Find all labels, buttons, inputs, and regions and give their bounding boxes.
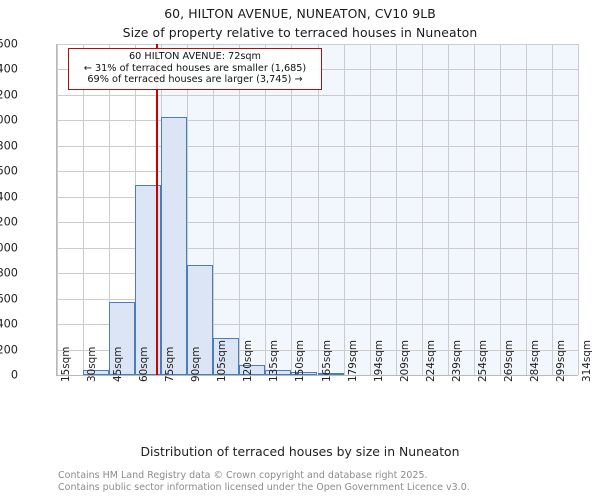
gridline-vertical <box>187 44 189 375</box>
x-tick-label: 314sqm <box>581 340 593 382</box>
y-tick-label: 1000 <box>0 241 18 255</box>
x-tick-label: 194sqm <box>372 340 385 382</box>
x-tick-label: 135sqm <box>268 340 281 382</box>
gridline-vertical <box>447 44 449 375</box>
x-tick-label: 209sqm <box>398 340 411 382</box>
gridline-vertical <box>83 44 85 375</box>
y-tick-label: 1600 <box>0 164 18 178</box>
chart-subtitle: Size of property relative to terraced ho… <box>122 25 478 40</box>
plot-shaded-region <box>155 44 578 375</box>
x-tick-label: 254sqm <box>476 340 489 382</box>
x-tick-label: 60sqm <box>138 346 151 382</box>
gridline-vertical <box>317 44 319 375</box>
gridline-vertical <box>525 44 527 375</box>
chart-titles: 60, HILTON AVENUE, NUNEATON, CV10 9LB Si… <box>0 0 600 40</box>
x-tick-label: 179sqm <box>346 340 359 382</box>
x-tick-label: 269sqm <box>502 340 515 382</box>
gridline-vertical <box>369 44 371 375</box>
x-tick-label: 45sqm <box>112 346 125 382</box>
y-tick-label: 2600 <box>0 37 18 51</box>
x-tick-label: 165sqm <box>320 340 333 382</box>
y-tick-label: 1200 <box>0 215 18 229</box>
footer-line-2: Contains public sector information licen… <box>58 481 470 493</box>
gridline-vertical <box>421 44 423 375</box>
attribution-footer: Contains HM Land Registry data © Crown c… <box>58 470 470 493</box>
x-tick-label: 30sqm <box>86 346 99 382</box>
x-tick-label: 299sqm <box>554 340 567 382</box>
gridline-vertical <box>578 44 579 375</box>
x-tick-label: 239sqm <box>450 340 463 382</box>
histogram-bar <box>291 372 318 375</box>
x-axis-title: Distribution of terraced houses by size … <box>140 444 460 459</box>
gridline-vertical <box>473 44 475 375</box>
gridline-vertical <box>395 44 397 375</box>
y-tick-label: 2400 <box>0 62 18 76</box>
histogram-bar <box>109 301 136 375</box>
gridline-vertical <box>57 44 58 375</box>
gridline-vertical <box>343 44 345 375</box>
y-tick-label: 1400 <box>0 190 18 204</box>
y-tick-label: 600 <box>0 292 18 306</box>
x-tick-label: 120sqm <box>242 340 255 382</box>
y-tick-label: 2200 <box>0 88 18 102</box>
footer-line-1: Contains HM Land Registry data © Crown c… <box>58 470 428 481</box>
histogram-bar <box>161 116 188 375</box>
histogram-plot-area <box>56 44 579 376</box>
y-tick-label: 1800 <box>0 139 18 153</box>
histogram-bar <box>187 264 214 375</box>
y-tick-label: 200 <box>0 343 18 357</box>
x-tick-label: 224sqm <box>424 340 437 382</box>
gridline-vertical <box>239 44 241 375</box>
histogram-bar <box>83 369 110 375</box>
page-title: 60, HILTON AVENUE, NUNEATON, CV10 9LB <box>164 6 436 21</box>
annotation-line-1: 60 HILTON AVENUE: 72sqm <box>129 51 261 62</box>
x-tick-label: 90sqm <box>190 346 203 382</box>
gridline-vertical <box>213 44 215 375</box>
y-tick-label: 2000 <box>0 113 18 127</box>
x-tick-label: 284sqm <box>528 340 541 382</box>
histogram-bar <box>213 338 240 375</box>
property-marker-line <box>155 44 158 375</box>
gridline-vertical <box>109 44 111 375</box>
gridline-vertical <box>265 44 267 375</box>
x-tick-label: 15sqm <box>60 346 72 382</box>
annotation-line-3: 69% of terraced houses are larger (3,745… <box>87 74 303 86</box>
gridline-vertical <box>291 44 293 375</box>
histogram-bar <box>265 369 292 375</box>
annotation-line-2: ← 31% of terraced houses are smaller (1,… <box>83 62 307 74</box>
x-tick-label: 75sqm <box>164 346 177 382</box>
x-tick-label: 150sqm <box>294 340 307 382</box>
y-tick-label: 400 <box>0 317 18 331</box>
histogram-bar <box>239 365 266 375</box>
y-tick-label: 800 <box>0 266 18 280</box>
x-tick-label: 105sqm <box>216 340 229 382</box>
histogram-bar <box>317 373 344 375</box>
gridline-vertical <box>499 44 501 375</box>
y-tick-label: 0 <box>10 368 18 382</box>
annotation-box: 60 HILTON AVENUE: 72sqm ← 31% of terrace… <box>68 48 322 90</box>
gridline-vertical <box>551 44 553 375</box>
